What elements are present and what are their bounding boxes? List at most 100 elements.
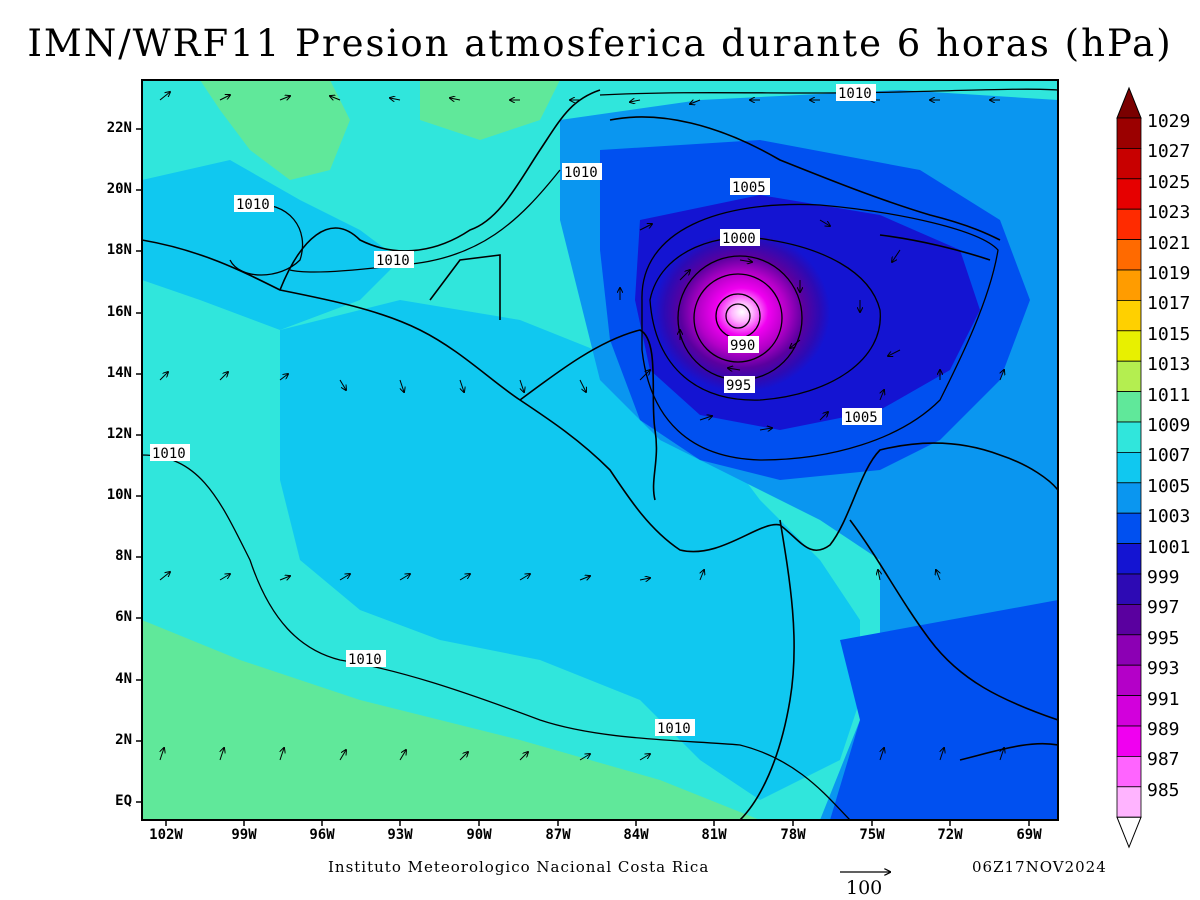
- lon-label-75w: 75W: [859, 827, 885, 843]
- colorbar-swatch: [1116, 725, 1142, 757]
- contour-label-box: [346, 650, 386, 667]
- colorbar-swatch: [1116, 239, 1142, 271]
- colorbar-level-999: 999: [1147, 567, 1180, 588]
- contour-label-box: [724, 376, 755, 393]
- colorbar-swatch: [1116, 391, 1142, 423]
- colorbar-level-1005: 1005: [1147, 475, 1191, 497]
- lat-label-4n: 4N: [115, 671, 132, 687]
- colorbar-swatch: [1116, 269, 1142, 301]
- lat-label-eq: EQ: [115, 793, 132, 809]
- colorbar-swatch: [1116, 330, 1142, 362]
- colorbar-swatch: [1116, 695, 1142, 727]
- lat-label-16n: 16N: [106, 304, 132, 320]
- colorbar-swatch: [1116, 421, 1142, 453]
- institution-credit: Instituto Meteorologico Nacional Costa R…: [328, 858, 710, 876]
- contour-label-c10: 1010: [152, 446, 186, 462]
- contour-label-box: [562, 163, 602, 180]
- colorbar-level-989: 989: [1147, 719, 1180, 740]
- colorbar-level-1011: 1011: [1147, 384, 1191, 406]
- colorbar-level-991: 991: [1147, 688, 1180, 710]
- wind-vectors: [159, 92, 1004, 761]
- colorbar-level-1003: 1003: [1147, 506, 1191, 528]
- contour-label-c4: 1010: [376, 253, 410, 269]
- colorbar-swatch: [1116, 604, 1142, 636]
- colorbar-level-1021: 1021: [1147, 232, 1191, 254]
- lat-label-14n: 14N: [106, 365, 132, 381]
- lat-label-8n: 8N: [115, 548, 132, 564]
- colorbar-level-1023: 1023: [1147, 202, 1191, 224]
- contour-label-box: [374, 251, 414, 268]
- colorbar-bottom-arrow: [1116, 816, 1142, 849]
- reference-vector-label: 100: [846, 877, 883, 899]
- pressure-field: [142, 80, 1058, 820]
- contour-label-c6: 1000: [722, 231, 756, 247]
- colorbar-swatch: [1116, 634, 1142, 666]
- contour-label-c3: 1010: [236, 197, 270, 213]
- contour-label-box: [234, 195, 274, 212]
- colorbar-swatch: [1116, 451, 1142, 484]
- colorbar-level-997: 997: [1147, 597, 1180, 619]
- colorbar: [1116, 86, 1142, 849]
- colorbar-level-987: 987: [1147, 749, 1180, 771]
- colorbar-swatch: [1116, 178, 1142, 210]
- colorbar-swatch: [1116, 208, 1142, 240]
- colorbar-level-1017: 1017: [1147, 293, 1191, 315]
- lon-label-84w: 84W: [623, 827, 649, 843]
- colorbar-level-1029: 1029: [1147, 111, 1191, 132]
- colorbar-level-1027: 1027: [1147, 141, 1191, 163]
- lon-label-99w: 99W: [231, 827, 257, 843]
- lon-label-96w: 96W: [309, 827, 335, 843]
- lat-label-22n: 22N: [106, 120, 132, 136]
- lat-label-10n: 10N: [106, 487, 132, 503]
- lon-label-87w: 87W: [545, 827, 571, 843]
- contour-labels: 1010 1010 1010 1010 1005 1000 990 995 1005 1010 10…: [150, 84, 882, 737]
- contour-label-c9: 1005: [844, 410, 878, 426]
- contour-label-box: [842, 408, 882, 425]
- lat-label-18n: 18N: [106, 242, 132, 258]
- contour-label-box: [655, 719, 695, 736]
- colorbar-level-1007: 1007: [1147, 445, 1191, 467]
- colorbar-level-993: 993: [1147, 658, 1180, 680]
- valid-time: 06Z17NOV2024: [972, 858, 1107, 876]
- colorbar-level-1015: 1015: [1147, 323, 1191, 345]
- contour-label-c11: 1010: [348, 652, 382, 668]
- colorbar-level-1013: 1013: [1147, 354, 1191, 376]
- map-title: IMN/WRF11 Presion atmosferica durante 6 …: [27, 22, 1173, 65]
- colorbar-level-1019: 1019: [1147, 263, 1191, 284]
- colorbar-swatch: [1116, 299, 1142, 332]
- lon-label-72w: 72W: [937, 827, 963, 843]
- lon-label-102w: 102W: [149, 827, 183, 843]
- colorbar-swatch: [1116, 360, 1142, 393]
- contour-label-c12: 1010: [657, 721, 691, 737]
- colorbar-level-985: 985: [1147, 779, 1180, 801]
- lat-label-20n: 20N: [106, 181, 132, 197]
- colorbar-swatch: [1116, 573, 1142, 605]
- axis-ticks: [136, 128, 1030, 826]
- lon-label-81w: 81W: [701, 827, 727, 843]
- colorbar-top-arrow: [1116, 86, 1142, 119]
- contour-label-c8: 995: [726, 378, 751, 394]
- lon-label-90w: 90W: [466, 827, 492, 843]
- isobars: [142, 88, 1058, 820]
- colorbar-swatch: [1116, 117, 1142, 149]
- contour-label-c7: 990: [730, 338, 755, 354]
- colorbar-swatch: [1116, 664, 1142, 697]
- contour-label-c5: 1005: [732, 180, 766, 196]
- contour-label-box: [150, 444, 190, 461]
- contour-label-box: [730, 178, 770, 195]
- colorbar-level-995: 995: [1147, 627, 1180, 649]
- coastlines: [142, 89, 1058, 820]
- contour-label-c2: 1010: [564, 165, 598, 181]
- colorbar-swatch: [1116, 512, 1142, 545]
- contour-label-c1: 1010: [838, 86, 872, 102]
- lat-label-12n: 12N: [106, 426, 132, 442]
- colorbar-level-1001: 1001: [1147, 536, 1191, 558]
- colorbar-level-1025: 1025: [1147, 171, 1191, 193]
- lat-label-2n: 2N: [115, 732, 132, 748]
- map-frame: [141, 79, 1059, 821]
- colorbar-swatch: [1116, 543, 1142, 575]
- colorbar-swatch: [1116, 786, 1142, 818]
- lon-label-78w: 78W: [780, 827, 806, 843]
- colorbar-swatch: [1116, 147, 1142, 180]
